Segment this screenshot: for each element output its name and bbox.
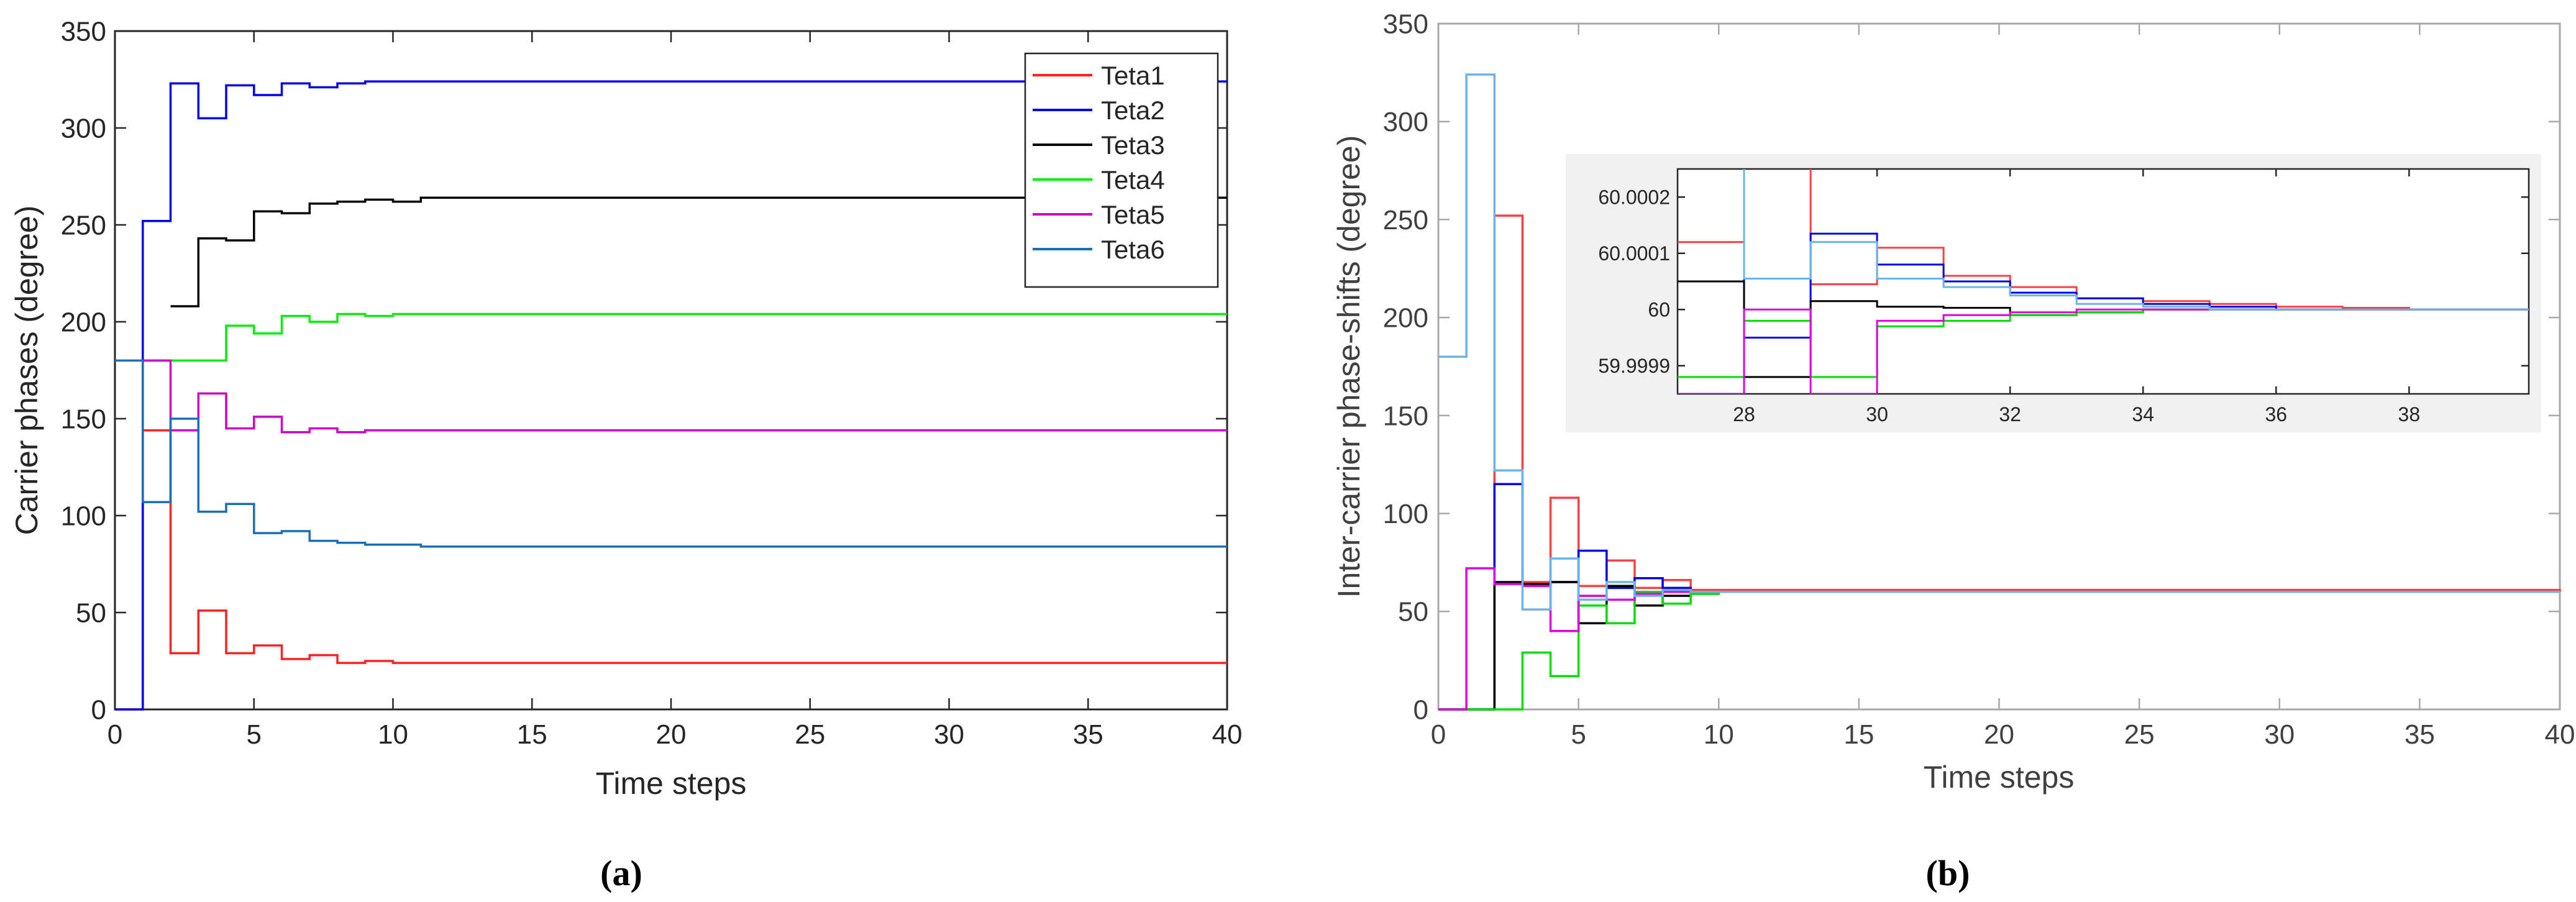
panel-a-series-teta2 [115,80,1227,711]
panel-b-ylabel: Inter-carrier phase-shifts (degree) [1331,135,1366,598]
panel-b-ytick-label: 0 [1414,695,1428,725]
panel-a-legend: Teta1 Teta2 Teta3 Teta4 Teta5 Teta6 [1024,52,1219,288]
panel-a-xlabel: Time steps [596,766,747,801]
panel-a-chart: 0 5 10 15 20 25 30 35 40 0 50 100 150 200 250 300 350 Ti… [9,16,1242,801]
inset-xtick-label: 28 [1733,403,1755,426]
panel-b-ytick-label: 100 [1383,499,1428,529]
panel-b-xtick-label: 25 [2124,719,2155,750]
inset-xtick-label: 36 [2265,403,2287,426]
panel-a-xtick-label: 40 [1212,719,1243,750]
panel-a-xtick-label: 10 [378,719,408,750]
inset-ytick-label: 60.0002 [1598,186,1670,208]
legend-label-teta6: Teta6 [1101,235,1165,264]
panel-a-series-teta4 [142,312,1227,362]
legend-label-teta2: Teta2 [1101,96,1165,125]
caption-b: (b) [1926,853,1970,893]
inset-ytick-label: 60.0001 [1598,242,1670,265]
panel-b-chart: 0 5 10 15 20 25 30 35 40 0 50 100 150 200 250 300 350 Ti… [1331,9,2575,795]
panel-a-series-teta1 [115,429,1227,711]
panel-b-ytick-label: 50 [1398,597,1428,627]
panel-a-xtick-label: 35 [1073,719,1103,750]
inset-ytick-label: 59.9999 [1598,355,1670,377]
legend-label-teta3: Teta3 [1101,130,1165,160]
panel-b-ytick-label: 250 [1383,205,1428,235]
panel-b-ytick-label: 300 [1383,107,1428,137]
panel-a-ytick-label: 0 [91,695,106,725]
panel-a-ylabel: Carrier phases (degree) [9,206,44,535]
panel-a-xtick-label: 30 [934,719,964,750]
panel-b-ytick-label: 350 [1383,9,1428,39]
legend-label-teta5: Teta5 [1101,200,1165,229]
panel-a-ytick-label: 250 [61,210,106,240]
panel-b-series-shift4 [1438,590,2560,711]
panel-b-xtick-label: 20 [1984,719,2014,750]
panel-a-tick-labels: 0 5 10 15 20 25 30 35 40 0 50 100 150 200 250 300 350 [61,16,1243,750]
panel-b-series-shift2 [1438,483,2560,711]
panel-b-xtick-label: 0 [1431,719,1446,750]
panel-b-series-shift6 [1438,73,2560,611]
panel-b-ytick-label: 150 [1383,401,1428,431]
inset-xtick-label: 30 [1866,403,1888,426]
inset-plot-area [1676,168,2530,395]
panel-a-ytick-label: 300 [61,113,106,144]
panel-a-xtick-label: 25 [795,719,825,750]
legend-label-teta1: Teta1 [1101,61,1165,90]
panel-b-ytick-label: 200 [1383,303,1428,334]
panel-a-xtick-label: 20 [656,719,687,750]
panel-b-xlabel: Time steps [1924,760,2075,795]
panel-b-xtick-label: 10 [1704,719,1734,750]
panel-a-xtick-label: 5 [247,719,262,750]
panel-b-series [1438,73,2561,711]
panel-b-tick-labels: 0 5 10 15 20 25 30 35 40 0 50 100 150 200 250 300 350 [1383,9,2575,750]
panel-b-xtick-label: 40 [2545,719,2575,750]
panel-a-series-teta6 [115,359,1227,548]
panel-b-inset: 28 30 32 34 36 38 59.9999 60 60.0001 60.0002 [1566,154,2541,432]
panel-a-ytick-label: 100 [61,501,106,531]
panel-a-ytick-label: 350 [61,16,106,47]
inset-tick-labels: 28 30 32 34 36 38 59.9999 60 60.0001 60.0002 [1598,186,2420,426]
inset-series [1678,169,2529,394]
inset-ytick-label: 60 [1648,298,1670,321]
inset-series-shift5 [1678,308,2529,394]
inset-xtick-label: 34 [2132,403,2154,426]
panel-a-ytick-label: 200 [61,307,106,337]
panel-a-series [115,80,1227,711]
panel-b-ticks [1437,22,2561,711]
caption-a: (a) [600,853,642,893]
inset-series-shift6 [1743,169,2529,311]
inset-xtick-label: 32 [1999,403,2021,426]
panel-b-xtick-label: 15 [1843,719,1874,750]
panel-a-ytick-label: 150 [61,404,106,434]
panel-a-xtick-label: 15 [517,719,547,750]
panel-b-xtick-label: 30 [2264,719,2295,750]
panel-a-series-teta3 [170,196,1227,308]
panel-a-ytick-label: 50 [76,598,106,628]
legend-label-teta4: Teta4 [1101,165,1165,194]
panel-a-xtick-label: 0 [107,719,122,750]
panel-b-xtick-label: 35 [2405,719,2435,750]
panel-b-xtick-label: 5 [1571,719,1586,750]
inset-xtick-label: 38 [2398,403,2421,426]
